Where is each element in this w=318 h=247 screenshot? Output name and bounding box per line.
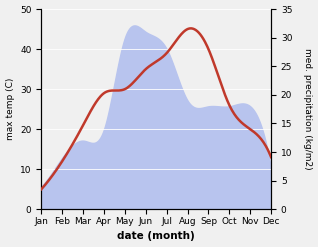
Y-axis label: max temp (C): max temp (C) <box>5 78 15 140</box>
Y-axis label: med. precipitation (kg/m2): med. precipitation (kg/m2) <box>303 48 313 170</box>
X-axis label: date (month): date (month) <box>117 231 195 242</box>
